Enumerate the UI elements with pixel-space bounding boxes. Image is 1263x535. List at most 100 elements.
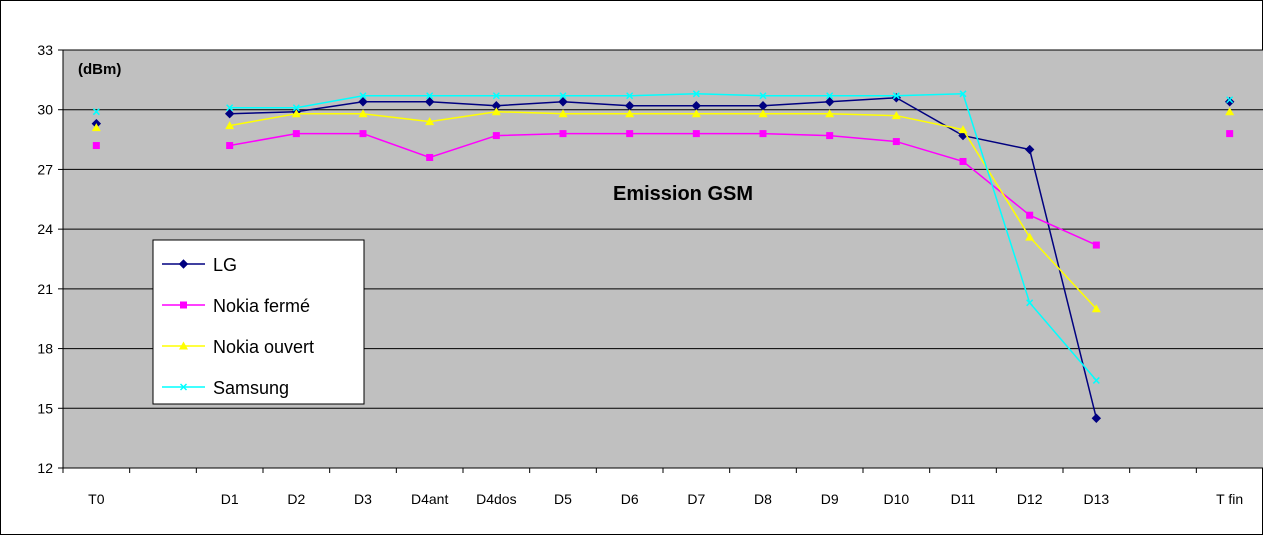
data-point: [92, 108, 100, 116]
legend-entry: Nokia fermé: [162, 296, 310, 316]
y-tick-label-24: 24: [37, 221, 53, 237]
y-tick-label-12: 12: [37, 460, 53, 476]
data-point: [625, 109, 635, 118]
data-point: [892, 92, 900, 100]
chart-title: Emission GSM: [613, 183, 753, 205]
legend-label: Nokia fermé: [213, 296, 310, 316]
data-point: [358, 97, 368, 107]
data-point: [292, 104, 300, 112]
data-point: [426, 153, 434, 161]
legend-label: LG: [213, 255, 237, 275]
data-point: [224, 108, 235, 119]
data-point: [226, 142, 234, 150]
x-tick-label-d2: D2: [287, 491, 305, 507]
data-point: [692, 90, 700, 98]
legend-entry: Nokia ouvert: [162, 337, 314, 357]
x-tick-label-t0: T0: [88, 491, 105, 507]
data-point: [1026, 299, 1034, 307]
y-tick-label-33: 33: [37, 42, 53, 58]
legend-marker: [179, 383, 188, 391]
data-point: [1025, 232, 1035, 241]
x-tick-label-d13: D13: [1083, 491, 1109, 507]
x-tick-label-d3: D3: [354, 491, 372, 507]
x-tick-label-d4dos: D4dos: [476, 491, 516, 507]
x-tick-label-t-fin: T fin: [1216, 491, 1243, 507]
data-point: [826, 132, 834, 140]
data-point: [91, 123, 101, 132]
data-point: [891, 111, 901, 120]
data-point: [959, 157, 967, 165]
data-point: [559, 92, 567, 100]
data-point: [826, 92, 834, 100]
x-tick-label-d1: D1: [221, 491, 239, 507]
axes: 12 15 18 21 24 27 30 33 T0 D1 D2 D3 D4ant D4dos D5 D6 D7…: [37, 42, 1263, 507]
data-point: [958, 125, 968, 134]
data-point: [692, 130, 700, 138]
data-point: [558, 97, 568, 107]
data-point: [559, 130, 567, 138]
legend-box: [152, 239, 365, 405]
data-point: [492, 132, 500, 140]
data-point: [825, 109, 835, 118]
data-point: [759, 130, 767, 138]
data-point: [759, 92, 767, 100]
legend-label: Samsung: [213, 378, 289, 398]
data-point: [492, 92, 500, 100]
data-point: [558, 109, 568, 118]
series-line: [229, 110, 1097, 310]
data-point: [225, 121, 235, 130]
y-tick-label-30: 30: [37, 102, 53, 118]
legend-label: Nokia ouvert: [213, 337, 314, 357]
y-axis-unit-label: (dBm): [78, 61, 121, 78]
legend: LG Nokia fermé Nokia ouvert Samsung: [152, 239, 365, 405]
y-tick-label-27: 27: [37, 161, 53, 177]
data-point: [1226, 96, 1234, 104]
data-point: [1226, 130, 1234, 138]
data-point: [1024, 144, 1035, 155]
legend-marker: [179, 341, 188, 350]
x-tick-label-d11: D11: [951, 491, 976, 507]
y-tick-label-18: 18: [37, 341, 53, 357]
data-point: [824, 97, 835, 107]
series-lines: [91, 90, 1235, 423]
data-point: [359, 92, 367, 100]
data-point: [626, 130, 634, 138]
y-tick-label-21: 21: [37, 281, 53, 297]
data-point: [1026, 211, 1034, 219]
x-tick-label-d9: D9: [821, 491, 839, 507]
data-point: [892, 138, 900, 146]
x-tick-label-d12: D12: [1017, 491, 1043, 507]
legend-entry: Samsung: [162, 378, 289, 398]
series-samsung: [92, 90, 1234, 384]
series-line: [229, 93, 1097, 381]
data-point: [92, 142, 100, 150]
x-tick-label-d6: D6: [621, 491, 639, 507]
data-point: [491, 107, 501, 116]
legend-marker: [178, 259, 189, 269]
data-point: [425, 117, 435, 126]
data-point: [691, 109, 701, 118]
data-point: [959, 90, 967, 98]
data-point: [758, 109, 768, 118]
x-tick-label-d4ant: D4ant: [411, 491, 448, 507]
data-point: [424, 97, 435, 107]
data-point: [1224, 97, 1235, 107]
x-tick-label-d8: D8: [754, 491, 772, 507]
x-tick-label-d7: D7: [687, 491, 705, 507]
data-point: [1225, 107, 1235, 116]
data-point: [626, 92, 634, 100]
data-point: [358, 109, 368, 118]
data-point: [1091, 304, 1101, 313]
series-nokia-fermé: [92, 130, 1234, 249]
series-line: [229, 97, 1098, 419]
data-point: [359, 130, 367, 138]
legend-entry: LG: [162, 255, 237, 275]
data-point: [1092, 241, 1100, 249]
legend-marker: [180, 301, 187, 309]
data-point: [292, 130, 300, 138]
series-nokia-ouvert: [91, 107, 1235, 313]
y-tick-label-15: 15: [37, 400, 53, 416]
x-tick-label-d5: D5: [554, 491, 572, 507]
data-point: [1092, 376, 1100, 384]
